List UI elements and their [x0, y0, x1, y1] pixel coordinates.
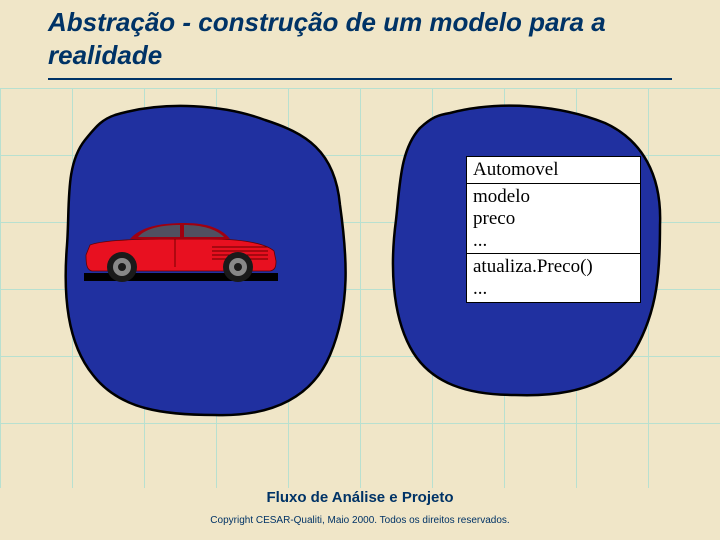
uml-operation: atualiza.Preco() — [473, 256, 634, 278]
uml-class-box: Automovel modelo preco ... atualiza.Prec… — [466, 156, 641, 303]
uml-class-name: Automovel — [467, 157, 640, 184]
title-underline — [48, 78, 672, 80]
uml-attribute: ... — [473, 230, 634, 252]
uml-attributes: modelo preco ... — [467, 184, 640, 255]
uml-operations: atualiza.Preco() ... — [467, 254, 640, 302]
footer-heading: Fluxo de Análise e Projeto — [0, 489, 720, 506]
page-title: Abstração - construção de um modelo para… — [48, 6, 672, 71]
footer-copyright: Copyright CESAR-Qualiti, Maio 2000. Todo… — [0, 515, 720, 526]
uml-operation: ... — [473, 278, 634, 300]
car-illustration — [80, 215, 280, 285]
uml-attribute: preco — [473, 208, 634, 230]
uml-attribute: modelo — [473, 186, 634, 208]
